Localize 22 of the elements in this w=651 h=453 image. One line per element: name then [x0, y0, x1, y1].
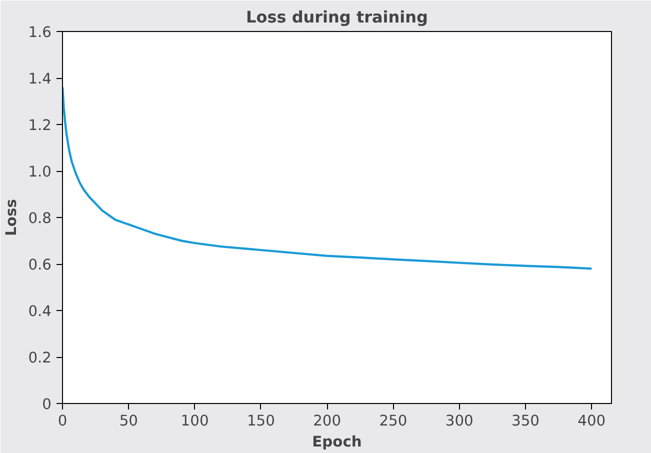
x-tick-label: 150 [246, 412, 275, 430]
x-tick-label: 350 [512, 412, 540, 430]
y-tick-label: 0.4 [28, 303, 52, 320]
x-axis-title: Epoch [312, 434, 362, 450]
x-tick-label: 200 [313, 412, 342, 430]
x-tick-label: 300 [445, 412, 474, 430]
y-tick-label: 1.4 [28, 70, 52, 88]
x-tick-label: 250 [379, 412, 408, 430]
line-series [62, 86, 593, 270]
x-tick-label: 400 [578, 412, 606, 430]
y-tick-label: 1.6 [28, 24, 52, 41]
y-tick-label: 1.2 [28, 117, 52, 134]
x-tick-label: 50 [119, 412, 138, 430]
y-tick-label: 0.8 [28, 210, 52, 227]
y-axis-title: Loss [3, 198, 20, 236]
x-tick-label: 0 [58, 412, 68, 430]
chart-title: Loss during training [246, 8, 428, 26]
y-tick-label: 1.0 [28, 164, 52, 180]
y-tick-label: 0 [42, 396, 52, 413]
y-tick-label: 0.2 [28, 350, 52, 366]
x-tick-label: 100 [180, 412, 209, 430]
y-tick-label: 0.6 [28, 256, 52, 274]
